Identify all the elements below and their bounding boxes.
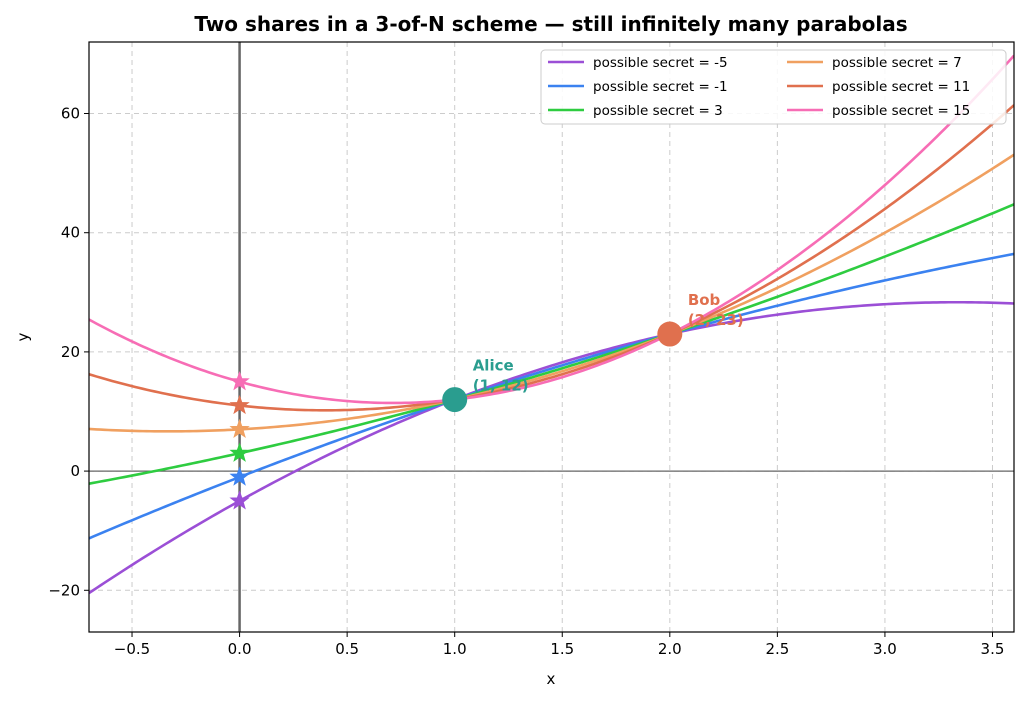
legend-entry-label: possible secret = 11 [832,79,970,95]
secret-star-marker [229,490,250,510]
secret-star-marker [229,394,250,415]
legend-entry-label: possible secret = 7 [832,55,962,71]
x-tick-label: 3.5 [981,640,1005,658]
secret-star-marker [229,418,250,439]
series-line [89,252,1014,540]
x-tick-label: 2.0 [658,640,682,658]
x-tick-label: 1.0 [443,640,467,658]
share-points: Alice (1, 12) Bob (2, 23) [442,291,744,413]
x-tick-label: 1.5 [550,640,574,658]
chart-title: Two shares in a 3-of-N scheme — still in… [194,12,907,36]
share-label-coords: (1, 12) [473,377,529,395]
grid [89,42,1014,632]
secret-markers [229,371,250,510]
secret-star-marker [229,371,250,391]
y-tick-label: 40 [61,224,80,242]
series-line [89,203,1014,485]
curves [89,54,1014,595]
legend: possible secret = -5 possible secret = -1… [540,49,1007,125]
zero-axis-lines [89,42,1014,632]
y-tick-label: −20 [48,581,80,599]
x-tick-label: 0.5 [335,640,359,658]
x-tick-label: 3.0 [873,640,897,658]
share-label-coords: (2, 23) [688,311,744,329]
series-line [89,300,1014,595]
share-label-name: Bob [688,291,721,309]
share-label-name: Alice [473,357,514,375]
legend-entry-label: possible secret = -1 [593,79,728,95]
y-tick-label: 0 [70,462,80,480]
legend-entry-label: possible secret = 3 [593,103,723,119]
x-axis-label: x [547,670,556,688]
y-tick-label: 20 [61,343,80,361]
x-tick-label: 2.5 [765,640,789,658]
legend-box [540,49,1007,125]
plot-frame [88,41,1015,633]
y-tick-label: 60 [61,105,80,123]
legend-entry-label: possible secret = -5 [593,55,728,71]
legend-entry-label: possible secret = 15 [832,103,970,119]
share-point [657,321,683,347]
y-axis-label: y [14,332,32,341]
secret-star-marker [229,442,250,462]
ticks: −0.5 0.0 0.5 1.0 1.5 2.0 2.5 3.0 3.5 −20 0 20 40 60 [48,105,1004,658]
share-point [442,387,468,413]
x-tick-label: 0.0 [228,640,252,658]
series-line [89,153,1014,433]
secret-star-marker [229,466,250,486]
x-tick-label: −0.5 [114,640,150,658]
